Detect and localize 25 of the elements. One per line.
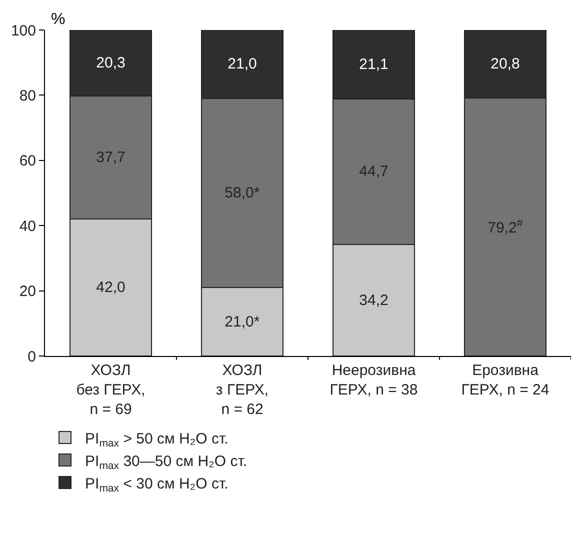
y-tick-label: 100 (10, 22, 36, 40)
data-label: 58,0* (224, 184, 260, 202)
y-tick-label: 40 (19, 218, 36, 235)
data-label: 20,3 (96, 54, 126, 72)
y-tick-label: 0 (28, 348, 36, 366)
legend-label: PI$_{max}$ < 30 см H₂O ст. (85, 475, 228, 494)
y-tick-label: 80 (19, 87, 36, 104)
x-tick-label: Неерозивна ГЕРХ, n = 38 (330, 362, 418, 398)
legend-label: PI$_{max}$ 30—50 см H₂O ст. (85, 452, 248, 472)
data-label: 42,0 (96, 279, 126, 296)
data-label: 21,0 (228, 56, 257, 73)
data-label: 44,7 (359, 163, 388, 180)
data-label: 37,7 (96, 149, 126, 166)
legend-label: PI$_{max}$ > 50 см H₂O ст. (85, 430, 228, 450)
data-label: 79,2$^{#}$ (488, 217, 523, 237)
y-tick-label: 60 (19, 152, 36, 170)
x-tick-label: ХОЗЛ без ГЕРХ, n = 69 (76, 362, 146, 418)
y-tick-label: 20 (19, 283, 36, 300)
y-axis-title: % (51, 11, 66, 28)
data-label: 21,0* (224, 313, 260, 330)
data-label: 34,2 (359, 292, 388, 309)
data-label: 20,8 (490, 55, 520, 72)
x-tick-label: ХОЗЛ з ГЕРХ, n = 62 (216, 362, 269, 418)
data-label: 21,1 (359, 56, 388, 73)
x-tick-label: Ерозивна ГЕРХ, n = 24 (461, 362, 550, 398)
